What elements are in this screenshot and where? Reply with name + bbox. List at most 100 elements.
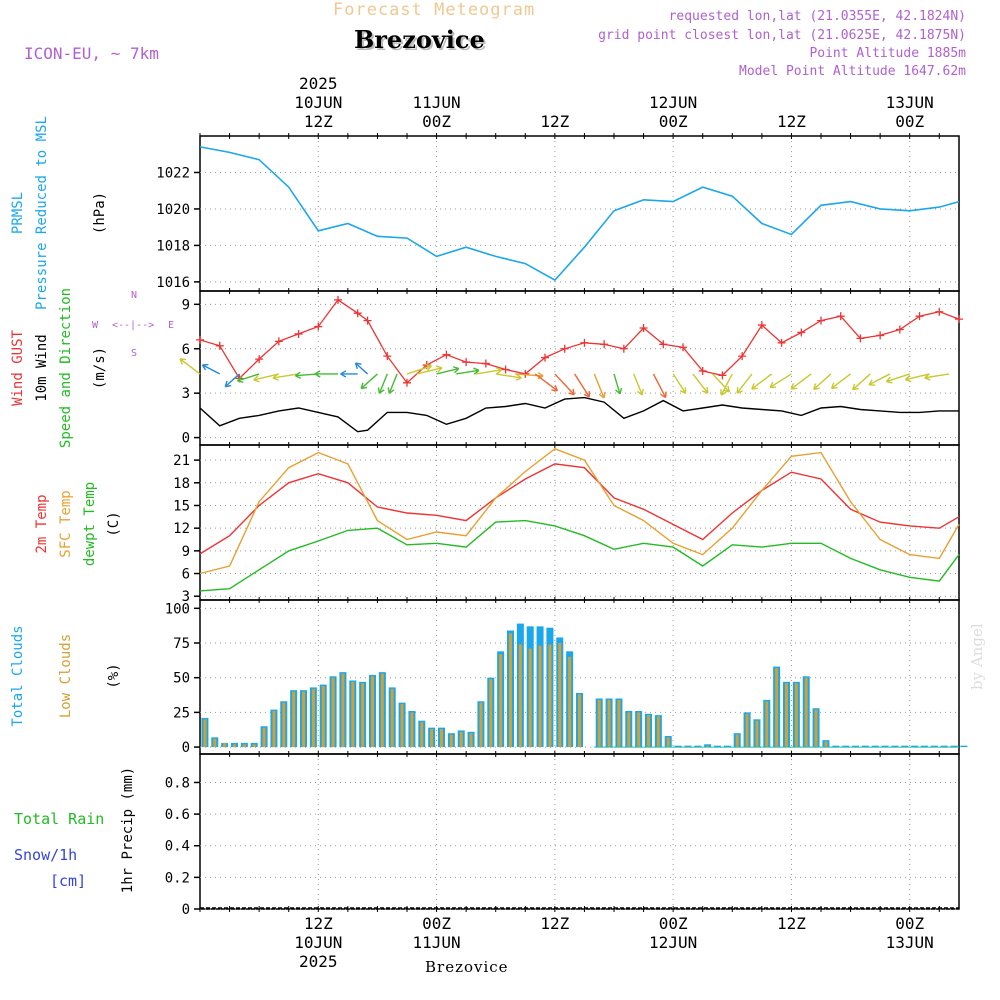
low-cloud-bar bbox=[775, 667, 779, 748]
gust-marker bbox=[363, 316, 372, 325]
wind-arrow bbox=[924, 373, 950, 379]
gust-line bbox=[199, 299, 960, 384]
low-cloud-bar bbox=[637, 712, 641, 748]
total-cloud-bar bbox=[723, 745, 731, 748]
wind-arrow-head bbox=[294, 371, 302, 380]
ytick-label: 15 bbox=[173, 498, 190, 514]
gust-marker bbox=[501, 365, 510, 374]
ytick-label: 0 bbox=[182, 431, 190, 447]
time-label: 00Z bbox=[895, 112, 924, 131]
gust-marker bbox=[314, 322, 323, 331]
pressure-line bbox=[199, 146, 960, 282]
point-altitude: Point Altitude 1885m bbox=[809, 46, 966, 61]
wind-arrow bbox=[224, 373, 240, 388]
pressure-label-2: (hPa) bbox=[92, 191, 108, 235]
low-cloud-bar bbox=[499, 654, 503, 748]
pressure-panel-frame bbox=[199, 135, 960, 292]
bottom-location: Brezovice bbox=[425, 958, 509, 976]
gust-marker bbox=[580, 338, 589, 347]
gust-marker bbox=[560, 344, 569, 353]
time-label: 00Z bbox=[422, 112, 451, 131]
wind-arrow bbox=[593, 373, 605, 399]
ytick-label: 18 bbox=[173, 476, 190, 492]
low-cloud-bar bbox=[440, 729, 443, 748]
ytick-label: 0.8 bbox=[165, 775, 190, 791]
total-cloud-bar bbox=[871, 745, 879, 748]
wind-label-2: Speed and Direction bbox=[58, 287, 74, 449]
low-cloud-bar bbox=[420, 722, 424, 748]
low-cloud-bar bbox=[706, 745, 710, 748]
low-cloud-bar bbox=[459, 731, 463, 748]
total-cloud-bar bbox=[674, 745, 682, 748]
gust-marker bbox=[274, 337, 283, 346]
low-cloud-bar bbox=[597, 699, 601, 748]
time-label: 11JUN bbox=[412, 933, 460, 952]
ytick-label: 12 bbox=[173, 521, 190, 537]
wind-arrow-head bbox=[751, 383, 758, 390]
compass-cross: <--|--> bbox=[112, 320, 155, 331]
low-cloud-bar bbox=[814, 709, 818, 748]
gust-marker bbox=[462, 358, 471, 367]
low-cloud-bar bbox=[558, 643, 562, 748]
low-cloud-bar bbox=[518, 644, 522, 748]
low-cloud-bar bbox=[469, 733, 473, 748]
ytick-label: 50 bbox=[173, 671, 190, 687]
time-label: 12Z bbox=[304, 112, 333, 131]
low-cloud-bar bbox=[765, 701, 769, 748]
ytick-label: 25 bbox=[173, 705, 190, 721]
wind-arrow-head bbox=[769, 381, 777, 389]
wind-arrow bbox=[554, 373, 575, 396]
wind-arrow-head bbox=[924, 373, 931, 381]
wind-arrow bbox=[905, 373, 930, 381]
wind-arrow bbox=[736, 373, 753, 394]
gust-marker bbox=[481, 359, 490, 368]
wind-arrow bbox=[475, 369, 502, 375]
total-cloud-bar bbox=[694, 745, 702, 748]
wind-arrow-head bbox=[237, 376, 244, 384]
wind-speed-line bbox=[199, 396, 959, 433]
sfc-temp-line bbox=[199, 448, 960, 575]
wind-arrow-head bbox=[425, 363, 432, 371]
wind-arrow bbox=[886, 373, 910, 383]
total-cloud-bar bbox=[930, 745, 938, 748]
wind-arrow-head bbox=[679, 387, 687, 394]
time-label: 12Z bbox=[540, 112, 569, 131]
low-cloud-bar bbox=[371, 676, 374, 748]
time-label: 12Z bbox=[777, 112, 806, 131]
wind-arrow-head bbox=[340, 370, 347, 378]
ytick-label: 1022 bbox=[156, 165, 190, 181]
low-cloud-bar bbox=[824, 741, 828, 748]
temp-2m-line bbox=[199, 463, 960, 555]
wind-arrow bbox=[613, 373, 621, 395]
wind-arrow bbox=[179, 358, 201, 375]
ytick-label: 75 bbox=[173, 636, 190, 652]
low-cloud-bar bbox=[361, 683, 365, 748]
clouds-label-1: Low Clouds bbox=[58, 633, 74, 719]
ytick-label: 0.4 bbox=[165, 839, 190, 855]
compass-w: W bbox=[92, 320, 99, 331]
low-cloud-bar bbox=[430, 729, 434, 748]
time-label: 12JUN bbox=[649, 93, 697, 112]
ytick-label: 6 bbox=[182, 342, 190, 358]
compass-e: E bbox=[168, 320, 175, 331]
ytick-label: 100 bbox=[165, 601, 190, 617]
wind-arrow bbox=[272, 373, 299, 379]
wind-arrow-head bbox=[583, 390, 591, 398]
gust-marker bbox=[836, 312, 845, 321]
gust-marker bbox=[215, 341, 224, 350]
low-cloud-bar bbox=[804, 677, 808, 748]
wind-arrow-head bbox=[720, 389, 727, 396]
compass-rose: N W E S <--|--> bbox=[90, 290, 180, 360]
temp-label-1: SFC Temp bbox=[58, 490, 74, 558]
wind-arrow-head bbox=[272, 373, 279, 381]
wind-arrow bbox=[720, 373, 733, 396]
low-cloud-bar bbox=[627, 712, 631, 748]
low-cloud-bar bbox=[302, 691, 305, 748]
wind-arrow-head bbox=[201, 363, 209, 371]
gust-marker bbox=[856, 334, 865, 343]
ytick-label: 9 bbox=[182, 544, 190, 560]
total-cloud-bar bbox=[684, 745, 692, 748]
model-altitude: Model Point Altitude 1647.62m bbox=[739, 64, 966, 79]
wind-arrow-head bbox=[904, 374, 912, 383]
ytick-label: 1020 bbox=[156, 202, 190, 218]
